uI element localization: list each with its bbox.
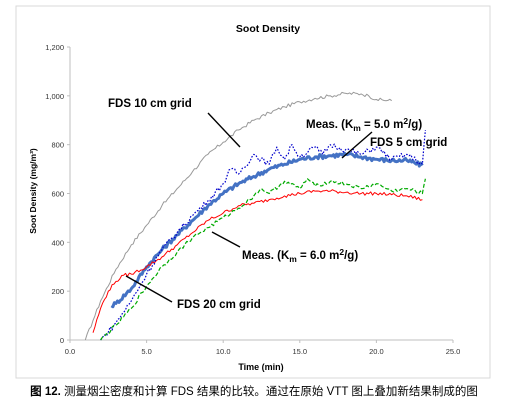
- annotation-label: Meas. (Km = 5.0 m2/g): [306, 116, 422, 133]
- axes: 0 200 400 600 800 1,000 1,200 0.0 5.0 10.0 15.0 20.…: [45, 43, 460, 356]
- figure-caption: 图 12. 测量烟尘密度和计算 FDS 结果的比较。通过在原始 VTT 图上叠加…: [14, 385, 494, 399]
- y-tick-label: 200: [51, 287, 64, 296]
- y-tick-label: 1,000: [45, 92, 64, 101]
- annotation-text: FDS 5 cm grid: [370, 137, 447, 149]
- annotation-label: FDS 10 cm grid: [108, 98, 192, 110]
- y-tick-label: 600: [51, 190, 64, 199]
- annotation-text: /g): [344, 250, 358, 262]
- annotation-subscript: m: [289, 254, 297, 264]
- annotation-leader: [341, 131, 373, 159]
- annotation-label: FDS 5 cm grid: [370, 137, 447, 149]
- x-tick-label: 20.0: [369, 347, 384, 356]
- annotation-superscript: 2: [339, 247, 344, 257]
- annotation-text: = 6.0 m: [297, 250, 340, 262]
- series-line-5: [100, 178, 426, 341]
- x-axis-label: Time (min): [238, 362, 283, 372]
- y-tick-label: 0: [60, 336, 64, 345]
- y-tick-label: 1,200: [45, 43, 64, 52]
- annotation-text: Meas. (K: [306, 119, 354, 131]
- annotation-leader: [207, 112, 241, 148]
- annotation-label: FDS 20 cm grid: [177, 299, 261, 311]
- caption-prefix: 图 12.: [30, 386, 61, 398]
- chart-title: Soot Density: [236, 23, 300, 35]
- y-tick-label: 800: [51, 141, 64, 150]
- annotation-text: Meas. (K: [242, 250, 290, 262]
- x-tick-label: 0.0: [65, 347, 75, 356]
- annotation-text: FDS 10 cm grid: [108, 98, 192, 110]
- y-tick-label: 400: [51, 238, 64, 247]
- y-axis-label: Soot Density (mg/m³): [28, 148, 38, 234]
- chart-frame: [15, 5, 491, 379]
- annotation-leader: [211, 231, 241, 248]
- series-line-1: [84, 91, 392, 341]
- annotation-subscript: m: [353, 123, 361, 133]
- series-layer: [84, 91, 426, 341]
- series-line-3: [92, 189, 423, 333]
- x-tick-label: 25.0: [446, 347, 461, 356]
- annotation-text: FDS 20 cm grid: [177, 299, 261, 311]
- caption-text: 测量烟尘密度和计算 FDS 结果的比较。通过在原始 VTT 图上叠加新结果制成的…: [60, 386, 478, 398]
- annotation-leader: [125, 275, 173, 303]
- annotation-superscript: 2: [403, 116, 408, 126]
- annotation-label: Meas. (Km = 6.0 m2/g): [242, 247, 358, 264]
- annotation-text: = 5.0 m: [361, 119, 404, 131]
- x-tick-label: 10.0: [216, 347, 231, 356]
- soot-density-chart: Soot Density Soot Density (mg/m³) Time (…: [15, 5, 491, 379]
- x-tick-label: 15.0: [292, 347, 307, 356]
- x-tick-label: 5.0: [141, 347, 151, 356]
- annotation-text: /g): [408, 119, 422, 131]
